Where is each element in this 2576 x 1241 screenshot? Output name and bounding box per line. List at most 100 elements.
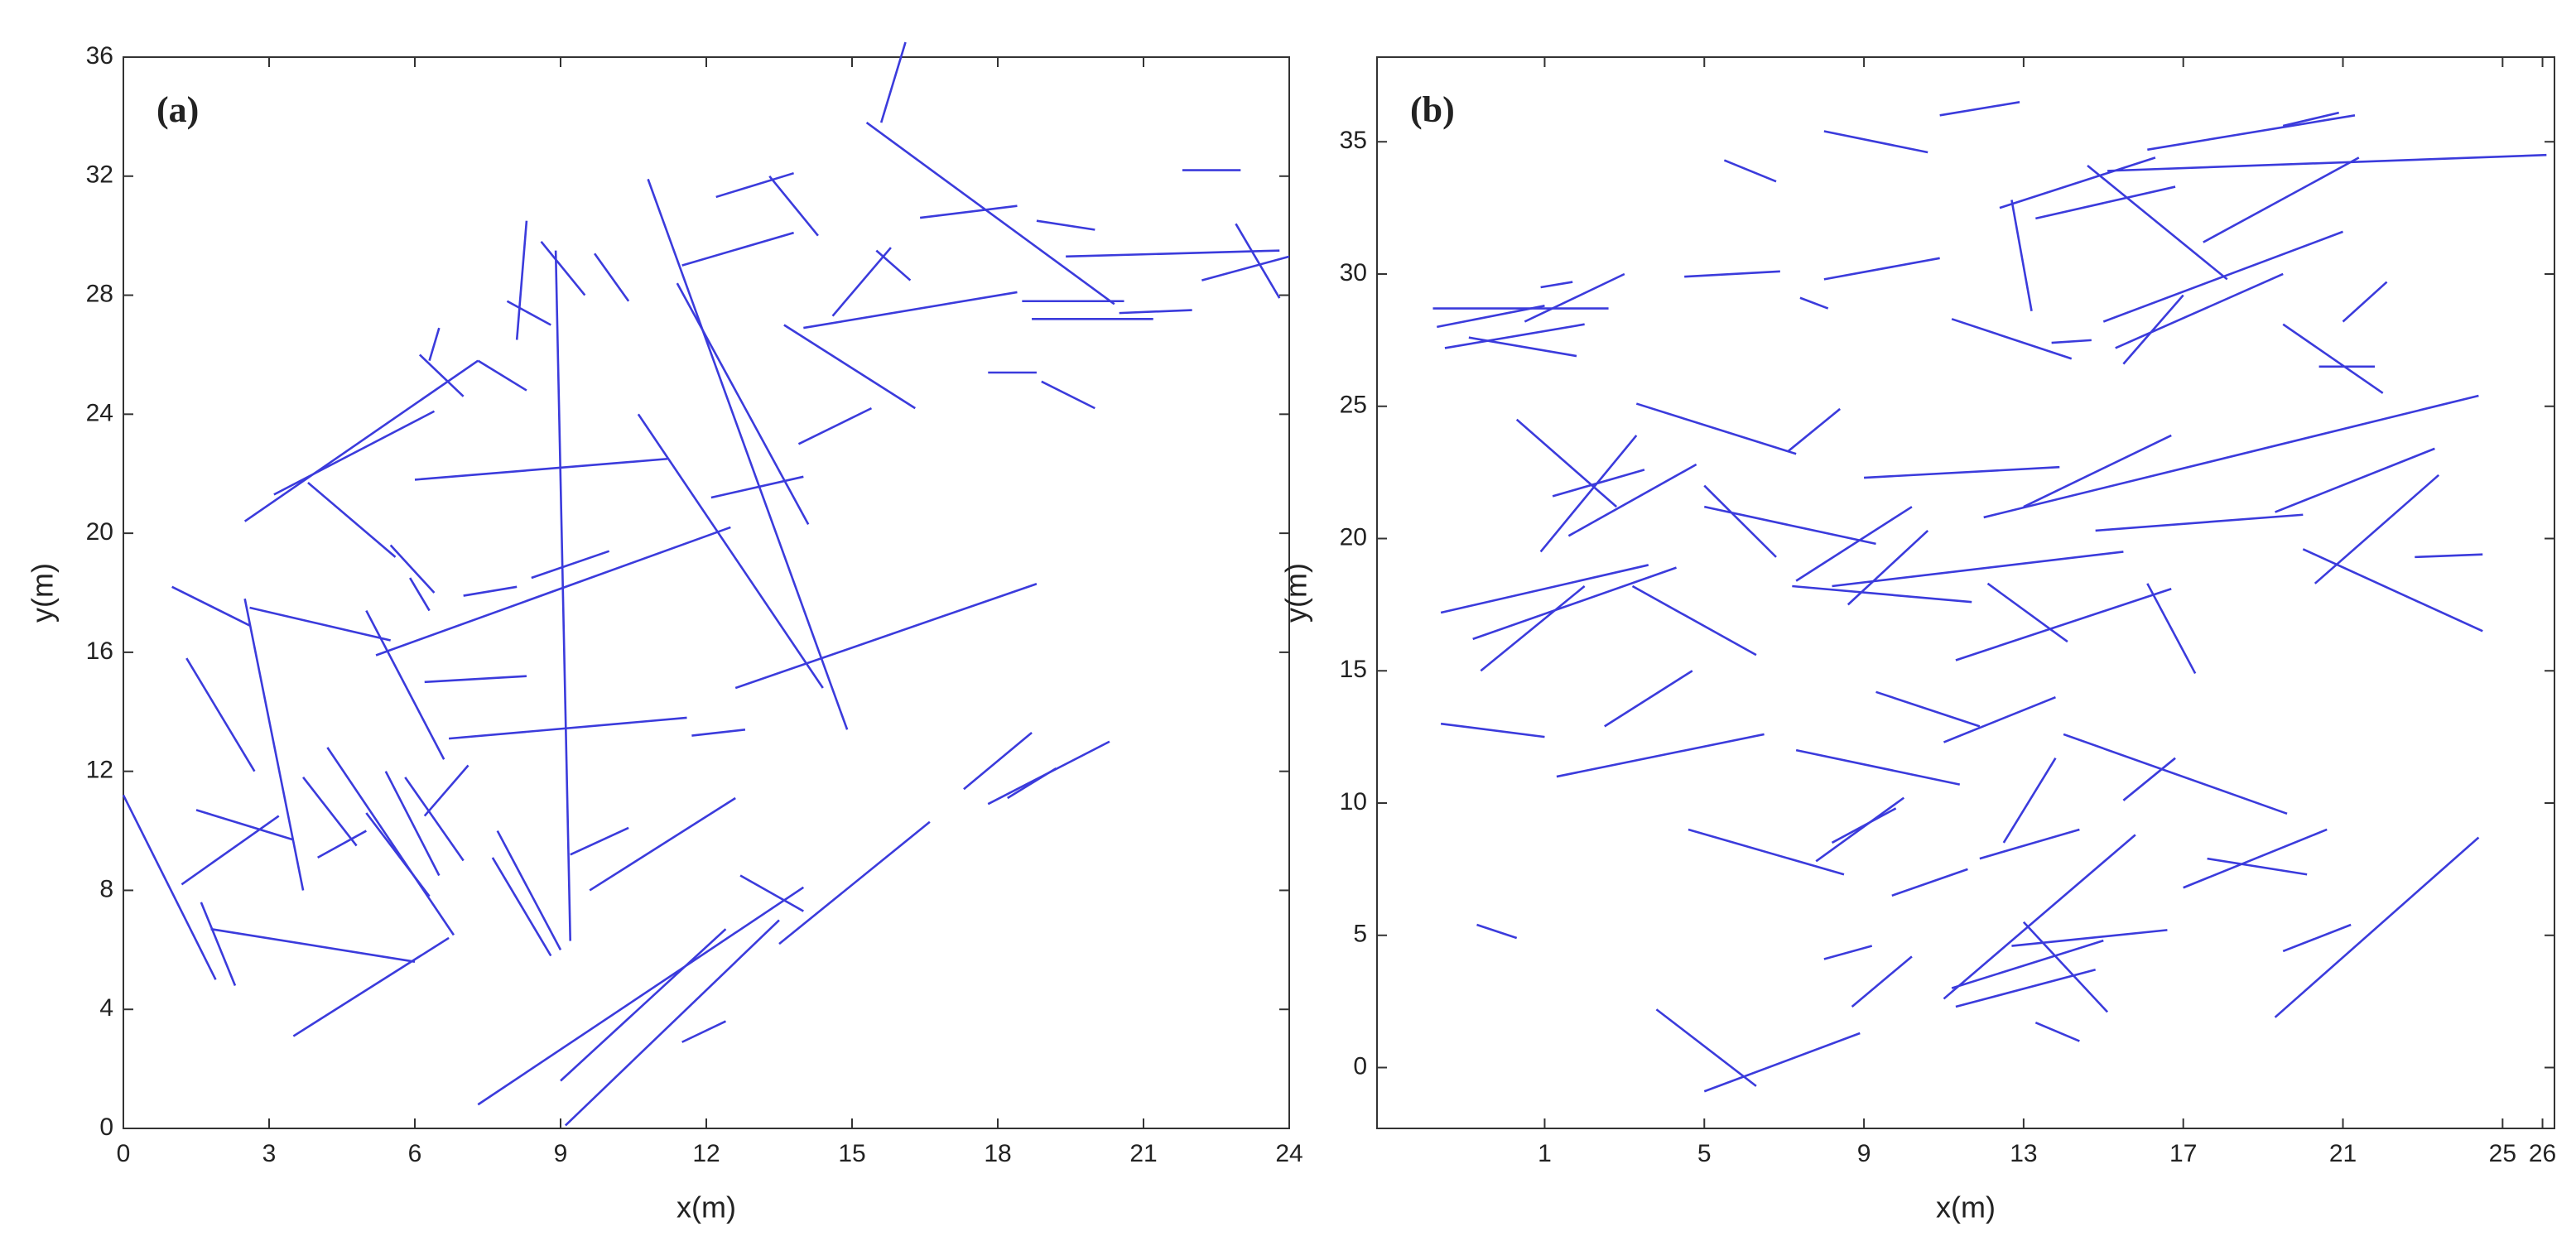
segment bbox=[1787, 407, 1841, 453]
segment bbox=[424, 675, 527, 684]
segment bbox=[589, 796, 736, 892]
x-tick-label: 6 bbox=[408, 1140, 422, 1167]
segment bbox=[2207, 857, 2308, 876]
segment bbox=[875, 249, 912, 281]
segment bbox=[1539, 435, 1638, 553]
segment bbox=[691, 729, 746, 737]
segment bbox=[919, 204, 1018, 219]
segment bbox=[418, 354, 465, 397]
segment bbox=[2183, 828, 2328, 889]
segment bbox=[302, 777, 358, 847]
segment bbox=[2302, 548, 2483, 633]
segment bbox=[1851, 955, 1913, 1008]
segment bbox=[477, 359, 527, 392]
x-tick-label: 18 bbox=[984, 1140, 1011, 1167]
segment bbox=[1631, 584, 1757, 657]
segment bbox=[778, 820, 931, 945]
segment bbox=[1875, 690, 1981, 728]
segment bbox=[2002, 758, 2057, 844]
y-tick-label: 16 bbox=[86, 637, 113, 665]
segment bbox=[195, 809, 294, 841]
segment bbox=[1007, 767, 1057, 800]
segment bbox=[647, 178, 849, 730]
segment bbox=[2282, 923, 2352, 953]
x-tick-label: 9 bbox=[554, 1140, 568, 1167]
segment bbox=[1943, 834, 2136, 1000]
segment bbox=[2146, 583, 2197, 675]
x-tick-label: 21 bbox=[2329, 1140, 2357, 1167]
x-tick-label: 26 bbox=[2529, 1140, 2556, 1167]
y-axis-label: y(m) bbox=[1279, 563, 1313, 623]
segment bbox=[1831, 807, 1897, 844]
segment bbox=[540, 241, 586, 296]
y-tick-label: 28 bbox=[86, 280, 113, 307]
segment bbox=[414, 457, 668, 481]
segment bbox=[2107, 153, 2547, 172]
segment bbox=[1955, 587, 2172, 661]
segment bbox=[404, 777, 465, 862]
segment bbox=[1823, 945, 1873, 960]
x-tick-label: 15 bbox=[838, 1140, 865, 1167]
y-tick-label: 8 bbox=[99, 875, 113, 902]
segment bbox=[423, 764, 469, 817]
segment bbox=[797, 406, 873, 445]
segment bbox=[243, 359, 479, 522]
segment bbox=[2314, 474, 2440, 584]
segment bbox=[2087, 164, 2228, 281]
segment bbox=[1703, 505, 1876, 546]
segment bbox=[1823, 130, 1928, 154]
segment bbox=[1792, 584, 1972, 604]
segment bbox=[181, 815, 280, 886]
segment bbox=[734, 582, 1038, 690]
segment bbox=[865, 122, 1115, 305]
segment bbox=[292, 936, 450, 1037]
segment bbox=[448, 716, 687, 740]
segment bbox=[1795, 506, 1913, 582]
segment bbox=[375, 526, 731, 657]
segment bbox=[2034, 1021, 2080, 1042]
segment bbox=[491, 857, 552, 957]
segment bbox=[1688, 828, 1845, 876]
segment bbox=[2415, 553, 2483, 559]
segment bbox=[531, 550, 610, 580]
segment bbox=[1066, 249, 1280, 258]
y-tick-label: 32 bbox=[86, 161, 113, 189]
segment bbox=[1832, 551, 2124, 588]
y-tick-label: 30 bbox=[1340, 259, 1367, 286]
segment bbox=[210, 927, 416, 963]
segment bbox=[1979, 828, 2080, 860]
segment bbox=[2115, 272, 2284, 349]
segment bbox=[200, 902, 237, 986]
segment bbox=[1635, 402, 1797, 455]
segment bbox=[1983, 394, 2479, 519]
segment bbox=[831, 247, 892, 317]
panel-label: (b) bbox=[1410, 89, 1455, 130]
segment bbox=[1524, 272, 1625, 323]
x-tick-label: 13 bbox=[2010, 1140, 2037, 1167]
segment bbox=[963, 731, 1033, 791]
segment bbox=[1036, 219, 1095, 231]
segment bbox=[496, 830, 562, 950]
segment bbox=[1986, 582, 2068, 643]
x-axis-label: x(m) bbox=[1936, 1190, 1996, 1224]
y-tick-label: 20 bbox=[86, 518, 113, 546]
segment bbox=[1703, 1032, 1861, 1093]
panel-label: (a) bbox=[156, 89, 199, 130]
y-tick-label: 20 bbox=[1340, 523, 1367, 551]
segment bbox=[2203, 156, 2360, 243]
x-tick-label: 12 bbox=[692, 1140, 720, 1167]
y-tick-label: 10 bbox=[1340, 788, 1367, 815]
segment bbox=[307, 482, 397, 558]
segment bbox=[637, 413, 824, 689]
segment bbox=[2051, 339, 2092, 344]
segment bbox=[389, 544, 436, 594]
y-tick-label: 0 bbox=[99, 1114, 113, 1141]
segment bbox=[1604, 670, 1693, 728]
segment bbox=[1823, 257, 1940, 281]
segment bbox=[1795, 748, 1961, 786]
segment bbox=[2122, 757, 2176, 801]
segment bbox=[1119, 309, 1192, 315]
segment bbox=[570, 826, 629, 856]
x-axis-label: x(m) bbox=[677, 1190, 736, 1224]
segment bbox=[1943, 695, 2056, 743]
